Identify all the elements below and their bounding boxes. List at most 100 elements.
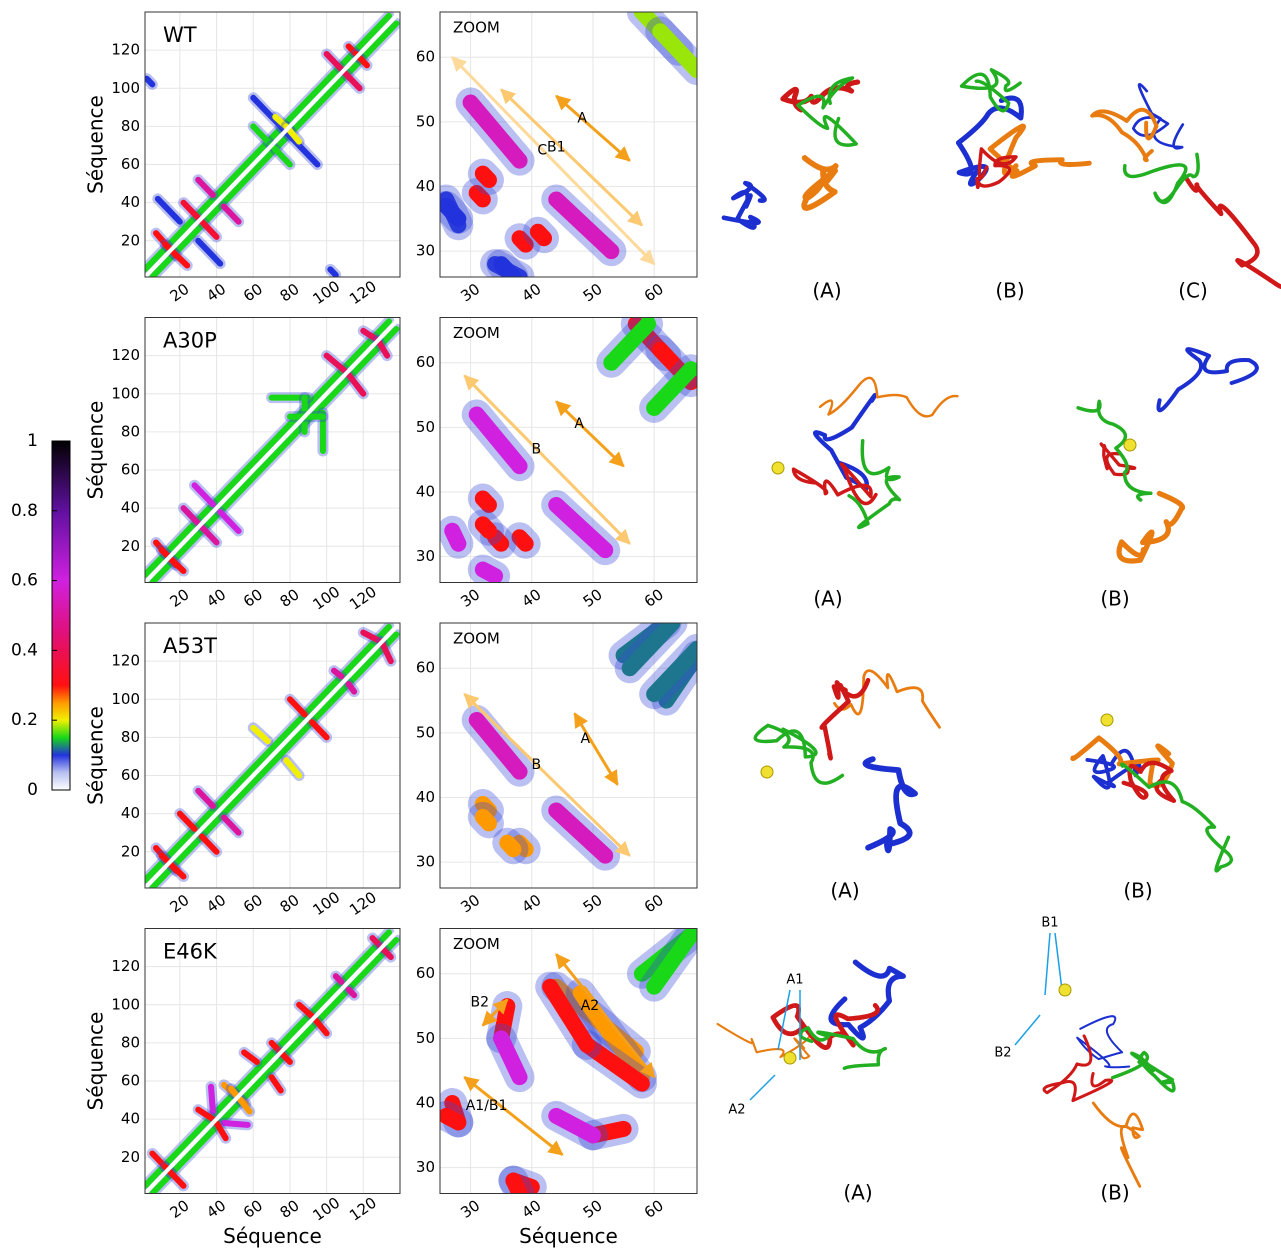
x-tick-label: 20 [167,891,193,917]
x-tick-label: 120 [346,1194,380,1225]
protein-cartoon [798,1026,888,1071]
contact [145,75,156,88]
protein-cartoon [1090,107,1159,163]
structure-label: (A) [813,587,842,611]
x-tick-label: 100 [309,888,343,919]
panel-label: WT [163,23,197,47]
y-tick-label: 40 [416,788,435,806]
contact [345,986,358,999]
x-tick-label: 30 [457,1196,483,1222]
panel [145,623,400,888]
y-axis-label: Séquence [84,706,108,805]
y-axis-label: Séquence [84,95,108,194]
x-tick-label: 30 [457,280,483,306]
contact [468,184,491,208]
contact [511,230,534,253]
x-tick-label: 60 [240,585,266,611]
panel-frame [144,317,401,583]
diagonal [145,928,400,1194]
panel-label: ZOOM [453,324,500,342]
y-axis-label: Séquence [84,401,108,500]
y-tick-label: 120 [111,346,140,364]
x-tick-label: 80 [277,585,303,611]
contact [180,505,202,527]
protein-cartoon [1110,1050,1176,1093]
protein-cartoon [1122,152,1200,205]
contact [603,317,657,371]
x-tick-label: 60 [641,585,667,611]
x-tick-label: 120 [346,888,380,919]
contact [195,176,216,199]
protein-cartoon [753,723,845,785]
residue-marker [760,765,774,779]
protein-cartoon [1116,490,1185,564]
panel-frame [439,928,698,1194]
x-tick-label: 80 [277,1196,303,1222]
y-tick-label: 40 [416,177,435,195]
panel [145,928,400,1194]
contact [176,810,198,832]
residue-marker [771,461,785,475]
y-tick-label: 100 [111,690,140,708]
y-tick-label: 60 [416,659,435,677]
protein-cartoon [862,756,918,854]
y-tick-label: 80 [121,117,140,135]
protein-cartoon [716,1022,812,1060]
structure-annotation: A1 [786,973,803,988]
colorbar-tick-label: 0.4 [11,640,38,660]
contact [308,719,330,741]
contact [360,629,385,646]
panel-frame [144,11,401,278]
y-tick-label: 40 [121,193,140,211]
structure-annotation: A2 [728,1103,745,1118]
y-axis-label: Séquence [84,1012,108,1111]
contact [493,256,522,277]
y-tick-label: 40 [121,804,140,822]
contact [345,371,367,397]
colorbar-tick-label: 0.8 [11,501,38,521]
y-tick-label: 80 [121,728,140,746]
protein-cartoon [818,376,959,418]
x-tick-label: 60 [641,891,667,917]
x-axis-label: Séquence [519,1224,618,1248]
annotation-arrow [463,1075,564,1156]
structure-label: (B) [1123,879,1152,903]
contact [158,852,187,880]
y-tick-label: 60 [121,766,140,784]
structure-label: (A) [830,879,859,903]
y-tick-label: 50 [416,418,435,436]
panel-label: A53T [163,634,217,658]
contact [529,223,553,247]
protein-cartoon [1119,762,1233,873]
contact [195,1106,216,1123]
pointer-line [1044,932,1051,996]
contact [332,973,345,985]
contact [198,524,220,546]
y-tick-label: 120 [111,652,140,670]
contact [296,1001,315,1020]
contact [268,142,293,168]
x-tick-label: 80 [277,280,303,306]
panel-label: ZOOM [453,19,500,37]
y-tick-label: 40 [416,1094,435,1112]
panel-label: ZOOM [453,630,500,648]
x-tick-label: 40 [519,1196,545,1222]
protein-cartoon [1099,442,1137,477]
y-tick-label: 60 [416,964,435,982]
contact [180,199,202,221]
panel-label: E46K [163,940,218,964]
contact [162,241,191,269]
protein-cartoon [819,677,871,761]
y-tick-label: 50 [416,1029,435,1047]
protein-cartoon [1076,399,1153,502]
x-tick-label: 50 [580,1196,606,1222]
panel-frame [439,622,698,889]
contact [149,631,400,888]
x-tick-label: 120 [346,277,380,308]
contact [345,681,358,695]
y-tick-label: 40 [121,499,140,517]
panel: AB [440,623,697,888]
contact [154,195,183,225]
pointer-line [1014,1014,1041,1046]
